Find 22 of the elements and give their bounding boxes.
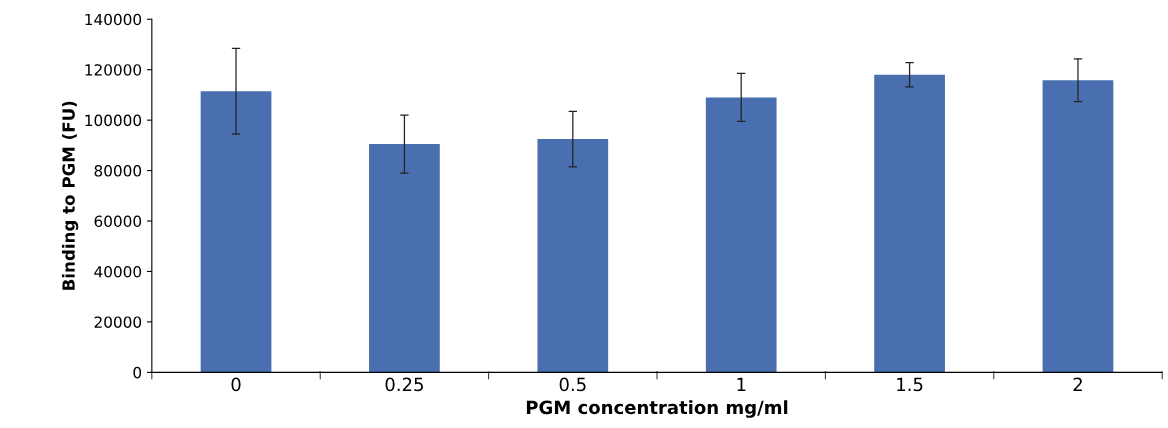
y-tick-label: 60000 [94,215,142,228]
bar [369,144,440,373]
x-tick-label: 2 [1073,377,1082,391]
y-tick-label: 40000 [94,265,142,278]
bar [200,91,272,373]
bar [537,139,609,373]
y-tick-label: 120000 [85,64,142,76]
y-tick-label: 80000 [94,165,142,177]
bar [705,97,777,373]
x-tick-label: 0.25 [385,377,423,392]
x-axis-title: PGM concentration mg/ml [526,400,788,418]
y-tick-label: 100000 [85,114,142,127]
x-tick-label: 0.5 [559,377,586,392]
y-tick-label: 20000 [94,316,142,328]
bar [874,74,945,373]
y-axis-title: Binding to PGM (FU) [61,101,79,290]
y-tick-label: 140000 [85,13,142,26]
x-tick-label: 1.5 [897,377,923,392]
bar [1042,80,1114,373]
y-tick-label: 0 [133,366,142,379]
x-tick-label: 1 [737,377,746,391]
x-tick-label: 0 [231,377,241,392]
